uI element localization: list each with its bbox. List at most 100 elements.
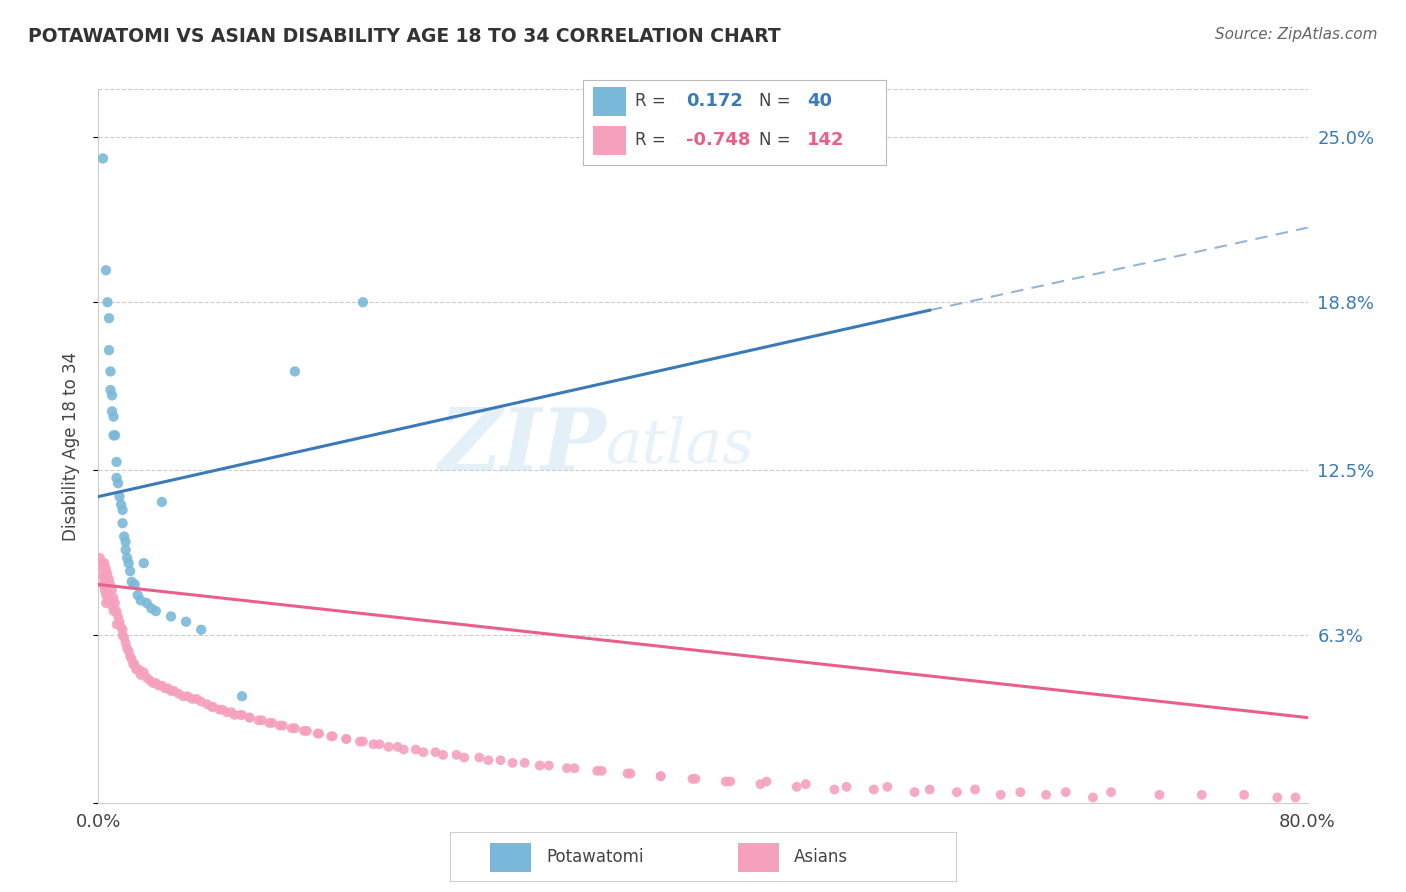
Point xyxy=(98,343,121,358)
Point xyxy=(135,671,157,685)
Point xyxy=(132,665,155,680)
Point xyxy=(190,695,212,709)
Point xyxy=(101,388,124,402)
Point xyxy=(163,684,186,698)
Point xyxy=(1035,788,1057,802)
Point xyxy=(108,615,131,629)
Point xyxy=(114,542,136,557)
Point xyxy=(555,761,578,775)
Point xyxy=(90,561,112,575)
Text: N =: N = xyxy=(759,131,796,149)
Point xyxy=(111,516,134,531)
Point xyxy=(965,782,987,797)
Point xyxy=(115,641,138,656)
Point xyxy=(111,623,134,637)
Point xyxy=(94,588,117,602)
Point xyxy=(405,742,427,756)
Point xyxy=(150,679,173,693)
Point xyxy=(94,574,117,589)
Point xyxy=(211,703,233,717)
Point xyxy=(176,690,198,704)
Point xyxy=(681,772,703,786)
Point xyxy=(352,734,374,748)
Point xyxy=(115,550,138,565)
Point xyxy=(150,495,173,509)
Point xyxy=(89,550,111,565)
Point xyxy=(749,777,772,791)
Point xyxy=(250,713,273,727)
Point xyxy=(1149,788,1171,802)
Point xyxy=(201,700,224,714)
Point xyxy=(307,726,329,740)
Point xyxy=(529,758,551,772)
Point xyxy=(120,649,142,664)
Point xyxy=(98,311,121,326)
Point xyxy=(124,657,146,672)
Point xyxy=(685,772,707,786)
Point xyxy=(990,788,1012,802)
Point xyxy=(122,657,145,672)
Point xyxy=(322,729,344,743)
Point xyxy=(96,566,118,581)
Point xyxy=(208,703,231,717)
Point xyxy=(295,723,318,738)
Point xyxy=(239,710,262,724)
Point xyxy=(107,476,129,491)
Point xyxy=(132,556,155,570)
Point xyxy=(101,599,124,613)
Point xyxy=(718,774,741,789)
Point xyxy=(1233,788,1256,802)
Point xyxy=(1267,790,1289,805)
Point xyxy=(142,676,165,690)
Point xyxy=(160,609,183,624)
Point xyxy=(104,596,127,610)
Point xyxy=(96,295,118,310)
Point xyxy=(181,692,204,706)
Point xyxy=(1054,785,1077,799)
Point xyxy=(489,753,512,767)
Text: 40: 40 xyxy=(807,92,832,110)
Point xyxy=(96,580,118,594)
Point xyxy=(103,604,125,618)
Point xyxy=(120,564,142,578)
Text: POTAWATOMI VS ASIAN DISABILITY AGE 18 TO 34 CORRELATION CHART: POTAWATOMI VS ASIAN DISABILITY AGE 18 TO… xyxy=(28,27,780,45)
Point xyxy=(98,572,121,586)
Point xyxy=(786,780,808,794)
Point xyxy=(1010,785,1032,799)
Point xyxy=(468,750,491,764)
Point xyxy=(148,679,170,693)
Point xyxy=(94,263,117,277)
Bar xyxy=(491,843,531,872)
Bar xyxy=(738,843,779,872)
Point xyxy=(453,750,475,764)
Point xyxy=(537,758,560,772)
Text: 0.172: 0.172 xyxy=(686,92,744,110)
Point xyxy=(195,698,218,712)
Point xyxy=(186,692,208,706)
Point xyxy=(387,739,409,754)
Point xyxy=(215,706,238,720)
Point xyxy=(946,785,969,799)
Point xyxy=(156,681,179,696)
Point xyxy=(91,152,114,166)
Point xyxy=(103,591,125,605)
Point xyxy=(167,687,190,701)
Point xyxy=(129,668,152,682)
Point xyxy=(308,726,330,740)
Text: Source: ZipAtlas.com: Source: ZipAtlas.com xyxy=(1215,27,1378,42)
Point xyxy=(128,663,150,677)
Bar xyxy=(592,126,626,155)
Point xyxy=(714,774,737,789)
Text: N =: N = xyxy=(759,92,796,110)
Point xyxy=(425,745,447,759)
Point xyxy=(114,636,136,650)
Text: R =: R = xyxy=(636,92,671,110)
Point xyxy=(139,673,162,688)
Point xyxy=(257,715,280,730)
Point xyxy=(824,782,846,797)
Point xyxy=(103,428,125,442)
Point xyxy=(1099,785,1122,799)
Point xyxy=(129,593,152,607)
Point xyxy=(112,529,135,543)
Point xyxy=(1284,790,1306,805)
